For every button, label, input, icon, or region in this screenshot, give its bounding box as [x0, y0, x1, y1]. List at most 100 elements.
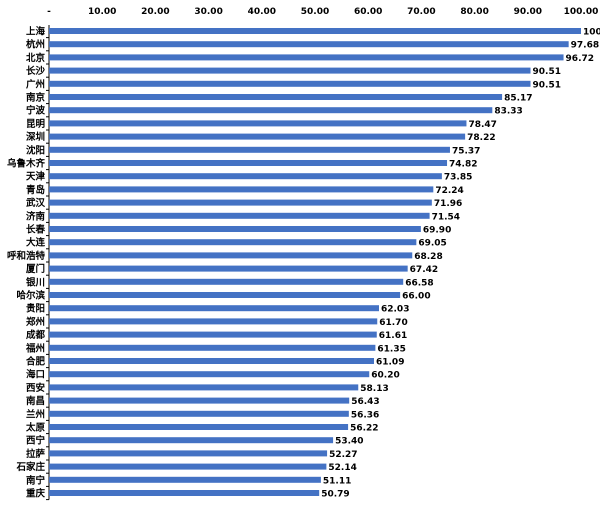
x-tick-label: 100.00 [564, 7, 599, 17]
category-label: 武汉 [26, 197, 46, 209]
category-label: 海口 [26, 369, 45, 381]
value-label: 96.72 [566, 54, 594, 64]
x-tick-label: 60.00 [354, 7, 382, 17]
value-label: 53.40 [335, 437, 363, 447]
value-label: 97.68 [571, 41, 599, 51]
bar [49, 463, 327, 470]
bar [49, 384, 359, 391]
category-label: 重庆 [26, 488, 46, 500]
category-label: 南京 [26, 92, 46, 104]
category-label: 呼和浩特 [7, 250, 46, 262]
value-label: 71.96 [434, 199, 462, 209]
category-label: 银川 [26, 276, 45, 288]
bar [49, 358, 374, 364]
value-label: 66.00 [402, 292, 430, 302]
bar [49, 186, 434, 193]
value-label: 56.22 [350, 424, 378, 434]
value-label: 50.79 [321, 490, 349, 500]
value-label: 85.17 [504, 94, 532, 104]
x-tick-label: - [47, 7, 51, 17]
bar [49, 265, 408, 272]
value-label: 74.82 [449, 160, 477, 170]
category-label: 西安 [26, 382, 46, 394]
value-label: 90.51 [533, 67, 561, 77]
category-label: 兰州 [26, 408, 45, 420]
value-label: 68.28 [414, 252, 442, 262]
value-label: 61.09 [376, 358, 404, 368]
category-label: 长春 [26, 224, 46, 236]
bar [49, 331, 377, 338]
value-label: 90.51 [533, 80, 561, 90]
value-label: 69.90 [423, 226, 451, 236]
category-label: 宁波 [26, 105, 46, 117]
category-label: 上海 [26, 26, 46, 38]
value-label: 100.00 [583, 28, 600, 38]
bar [49, 410, 349, 417]
bar [49, 252, 413, 259]
value-label: 83.33 [494, 107, 522, 117]
x-tick-label: 30.00 [194, 7, 222, 17]
category-label: 太原 [26, 422, 46, 434]
value-label: 58.13 [360, 384, 388, 394]
value-label: 52.27 [329, 450, 357, 460]
category-label: 青岛 [26, 184, 45, 196]
category-label: 广州 [26, 78, 45, 90]
value-label: 60.20 [371, 371, 399, 381]
value-label: 56.43 [351, 397, 379, 407]
value-label: 69.05 [418, 239, 446, 249]
category-label: 深圳 [26, 131, 45, 143]
bar [49, 305, 379, 312]
category-label: 杭州 [26, 39, 45, 51]
bar [49, 199, 432, 206]
category-label: 合肥 [26, 356, 46, 368]
category-label: 沈阳 [26, 144, 45, 156]
bar [49, 146, 450, 153]
value-label: 61.61 [379, 331, 407, 341]
category-label: 昆明 [26, 119, 46, 130]
bar [49, 450, 328, 457]
bar [49, 424, 349, 430]
value-label: 71.54 [432, 212, 460, 222]
bar [49, 344, 376, 351]
x-tick-label: 90.00 [514, 7, 542, 17]
category-label: 天津 [26, 171, 46, 183]
category-label: 北京 [26, 52, 46, 64]
value-label: 62.03 [381, 305, 409, 315]
bar [49, 120, 467, 127]
category-label: 南宁 [26, 474, 46, 486]
category-label: 哈尔滨 [16, 290, 45, 302]
x-tick-label: 50.00 [301, 7, 329, 17]
category-label: 厦门 [26, 263, 45, 275]
category-label: 南昌 [26, 395, 45, 407]
bar [49, 226, 421, 232]
value-label: 78.22 [467, 133, 495, 143]
value-label: 56.36 [351, 410, 379, 420]
value-label: 51.11 [323, 476, 351, 486]
value-label: 67.42 [410, 265, 438, 275]
category-label: 西宁 [26, 435, 46, 447]
value-label: 73.85 [444, 173, 472, 183]
bar [49, 292, 401, 298]
bar [49, 41, 569, 48]
category-label: 大连 [26, 237, 46, 249]
category-label: 福州 [25, 342, 45, 354]
x-tick-label: 10.00 [88, 7, 116, 17]
value-label: 61.35 [377, 344, 405, 354]
value-label: 61.70 [379, 318, 407, 328]
bar [49, 173, 442, 180]
category-label: 拉萨 [26, 448, 46, 460]
bar [49, 54, 564, 61]
bar [49, 212, 430, 219]
category-label: 乌鲁木齐 [7, 158, 46, 170]
bar [49, 239, 417, 246]
bar [49, 133, 466, 140]
bar [49, 80, 531, 87]
x-tick-label: 20.00 [141, 7, 169, 17]
x-tick-label: 80.00 [460, 7, 488, 17]
bar [49, 476, 321, 483]
x-tick-label: 40.00 [248, 7, 276, 17]
bar [49, 160, 448, 166]
bar [49, 371, 370, 378]
